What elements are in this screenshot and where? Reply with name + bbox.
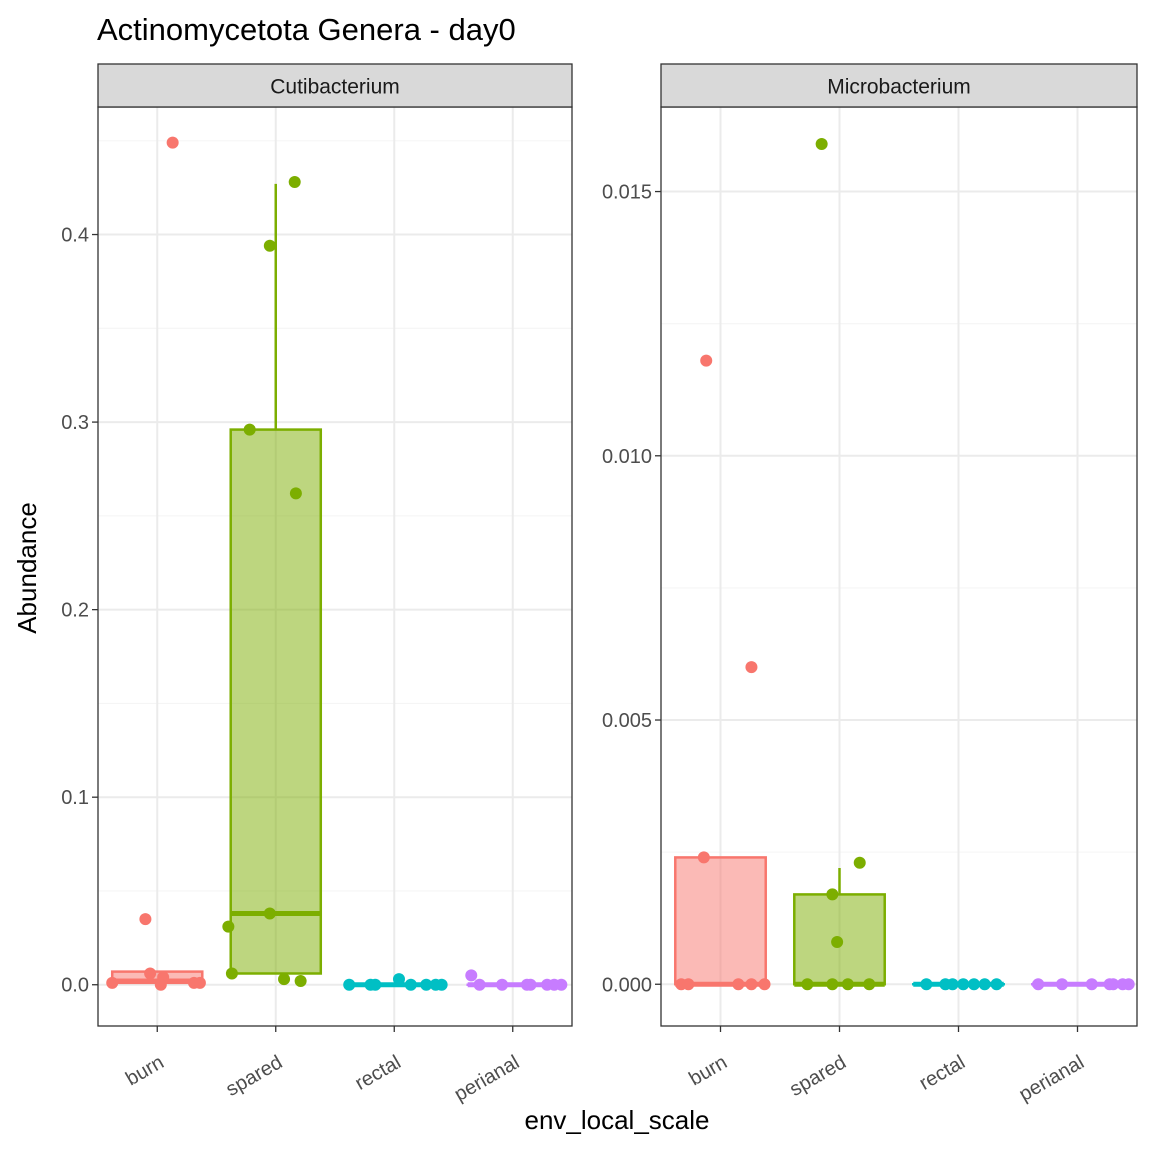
x-tick-label: spared (786, 1051, 850, 1101)
data-point-spared (815, 137, 828, 150)
y-tick-label: 0.4 (61, 225, 89, 247)
data-point-perianal (1032, 978, 1045, 991)
data-point-spared (801, 978, 814, 991)
data-point-burn (700, 354, 713, 367)
y-tick-label: 0.015 (602, 182, 652, 204)
data-point-spared (243, 423, 256, 436)
data-point-rectal (957, 978, 970, 991)
y-tick-label: 0.005 (602, 710, 652, 732)
data-point-rectal (343, 978, 356, 991)
data-point-spared (225, 967, 238, 980)
data-point-perianal (473, 978, 486, 991)
facet-strip (97, 63, 573, 108)
data-point-burn (732, 978, 745, 991)
data-point-burn (154, 978, 167, 991)
data-point-perianal (1085, 978, 1098, 991)
x-tick-label: rectal (351, 1051, 404, 1095)
data-point-burn (166, 136, 179, 149)
data-point-perianal (1122, 978, 1135, 991)
data-point-rectal (392, 973, 405, 986)
data-point-spared (289, 487, 302, 500)
y-tick-label: 0.0 (61, 975, 89, 997)
data-point-burn (193, 976, 206, 989)
data-point-spared (853, 856, 866, 869)
facet-label: Cutibacterium (270, 76, 400, 99)
data-point-spared (263, 907, 276, 920)
data-point-perianal (496, 978, 509, 991)
data-point-perianal (524, 978, 537, 991)
data-point-rectal (990, 978, 1003, 991)
chart-title: Actinomycetota Genera - day0 (97, 12, 516, 47)
data-point-burn (106, 976, 119, 989)
x-axis-label: env_local_scale (524, 1105, 709, 1135)
data-point-rectal (920, 978, 933, 991)
x-tick-label: rectal (916, 1051, 969, 1095)
x-tick-label: burn (122, 1051, 168, 1090)
data-point-rectal (978, 978, 991, 991)
data-point-rectal (369, 978, 382, 991)
data-point-burn (682, 978, 695, 991)
y-tick-label: 0.1 (61, 787, 89, 809)
data-point-burn (745, 661, 758, 674)
data-point-spared (826, 978, 839, 991)
data-point-rectal (435, 978, 448, 991)
facet-panel-microbacterium: Microbacterium 0.000 0.005 0.010 0.015 burn sp… (602, 63, 1138, 1106)
data-point-perianal (1056, 978, 1069, 991)
y-tick-label: 0.000 (602, 974, 652, 996)
x-tick-label: burn (685, 1051, 731, 1090)
facet-label: Microbacterium (827, 76, 971, 99)
data-point-spared (826, 888, 839, 901)
box-body (229, 428, 323, 975)
x-tick-label: perianal (451, 1051, 524, 1106)
data-point-spared (294, 974, 307, 987)
data-point-perianal (555, 978, 568, 991)
y-tick-label: 0.2 (61, 600, 89, 622)
data-point-burn (745, 978, 758, 991)
data-point-spared (863, 978, 876, 991)
box-burn (674, 856, 767, 987)
data-point-spared (263, 239, 276, 252)
data-point-perianal (1107, 978, 1120, 991)
data-point-perianal (465, 969, 478, 982)
y-axis-label: Abundance (12, 502, 42, 634)
data-point-spared (288, 176, 301, 189)
plot-background (98, 107, 572, 1026)
x-tick-label: perianal (1015, 1051, 1088, 1106)
data-point-burn (144, 967, 157, 980)
data-point-spared (841, 978, 854, 991)
data-point-spared (831, 935, 844, 948)
box-spared (229, 183, 323, 975)
facet-strip (660, 63, 1138, 108)
x-tick-label: spared (222, 1051, 286, 1101)
y-tick-label: 0.3 (61, 412, 89, 434)
data-point-spared (222, 920, 235, 933)
data-point-rectal (946, 978, 959, 991)
data-point-rectal (404, 978, 417, 991)
data-point-burn (758, 978, 771, 991)
y-tick-label: 0.010 (602, 446, 652, 468)
data-point-rectal (967, 978, 980, 991)
data-point-spared (278, 973, 291, 986)
box-body (674, 856, 767, 986)
data-point-burn (139, 913, 152, 926)
facet-panel-cutibacterium: Cutibacterium 0.0 0.1 0.2 0.3 0.4 burn spared re… (61, 63, 573, 1106)
data-point-burn (697, 851, 710, 864)
data-point-rectal (420, 978, 433, 991)
